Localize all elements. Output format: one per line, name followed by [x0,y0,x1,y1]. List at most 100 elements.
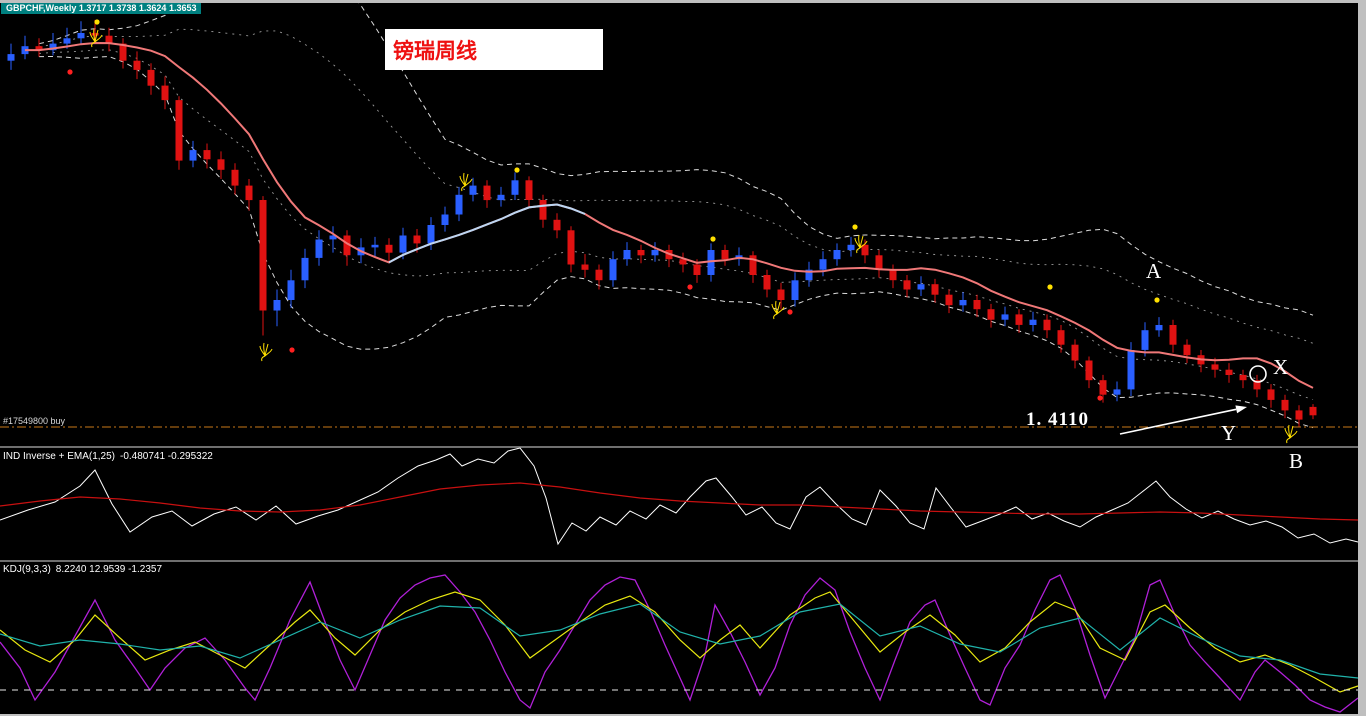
candle-body [1085,360,1093,381]
ma-line-up-segment [388,203,586,264]
hand-symbol-icon [771,300,785,320]
candle-body [7,54,15,61]
candle-body [469,185,477,195]
annotation-letter-y: Y [1221,421,1237,445]
note-box[interactable]: 镑瑞周线 [385,29,603,70]
candle-body [147,69,155,86]
candle-body [427,225,435,244]
candle-body [931,284,939,295]
candle-body [973,300,981,310]
window-edge-right[interactable] [1358,0,1366,716]
candle-body [91,33,99,36]
candle-body [287,280,295,300]
main-chart [0,0,1358,444]
candle-body [1169,325,1177,345]
candle-body [203,150,211,160]
signal-dot-yellow [852,224,858,230]
candle-body [1029,319,1037,325]
signal-dot-yellow [1047,284,1053,290]
candle-body [175,100,183,161]
candle-body [749,255,757,275]
candle-body [1183,344,1191,356]
candle-body [161,85,169,101]
candle-body [259,200,267,311]
candle-body [35,46,43,51]
candle-body [315,239,323,258]
candle-body [1043,319,1051,331]
hand-symbol-icon [1284,424,1298,444]
candle-body [679,259,687,265]
candle-body [1113,389,1121,395]
candle-body [119,43,127,61]
hand-symbol-icon [459,172,473,192]
candle-body [693,264,701,275]
bollinger-band [38,49,1314,401]
candle-body [539,200,547,220]
panel-separator[interactable] [0,446,1366,448]
window-edge-bottom [0,714,1366,716]
candle-body [1267,389,1275,400]
annotation-letter-a: A [1146,259,1162,283]
candle-body [917,284,925,290]
candle-body [1071,344,1079,361]
candle-body [581,264,589,270]
signal-dot-red [787,309,793,315]
candle-body [945,294,953,306]
candle-body [1225,369,1233,375]
annotation-letter-x: X [1273,355,1289,379]
candle-body [553,219,561,231]
bollinger-band [38,28,1314,344]
candle-body [1141,330,1149,350]
candle-body [231,169,239,186]
signal-dot-yellow [1154,297,1160,303]
chart-window-title: GBPCHF,Weekly 1.3717 1.3738 1.3624 1.365… [1,2,202,14]
candle-body [63,38,71,44]
bollinger-band [38,0,1314,316]
candle-body [595,269,603,281]
candle-body [133,60,141,70]
candle-body [1057,330,1065,345]
annotation-arrowhead [1235,405,1247,414]
candle-body [413,235,421,244]
price-level-label: 1. 4110 [1026,409,1089,430]
annotation-arrow [1119,408,1237,435]
indicator1-label: IND Inverse + EMA(1,25) -0.480741 -0.2953… [3,451,213,462]
candle-body [273,300,281,311]
candle-body [189,150,197,161]
signal-dot-red [289,347,295,353]
candle-body [497,194,505,201]
candle-body [889,269,897,281]
candle-body [105,35,113,44]
window-edge-top [0,0,1366,3]
candle-body [1015,314,1023,325]
chart-title-text: GBPCHF,Weekly 1.3717 1.3738 1.3624 1.365… [6,3,197,13]
signal-dot-yellow [710,236,716,242]
candle-body [651,250,659,256]
candle-body [77,33,85,39]
candle-body [637,250,645,256]
kdj-d-line [0,603,1359,679]
candle-body [623,250,631,260]
candle-body [525,180,533,200]
candle-body [1001,314,1009,320]
candle-body [511,180,519,195]
kdj-values: 8.2240 12.9539 -1.2357 [55,564,163,575]
signal-dot-red [67,69,73,75]
open-order-label[interactable]: #17549800 buy [3,416,66,426]
panel-separator[interactable] [0,560,1366,562]
signal-dot-yellow [514,167,520,173]
candle-body [1281,399,1289,411]
candle-body [903,280,911,290]
candle-body [959,300,967,306]
candle-body [1239,374,1247,381]
signal-dot-red [687,284,693,290]
candle-body [49,43,57,51]
candle-body [805,269,813,281]
candle-body [399,235,407,253]
ema-line [0,482,1359,521]
note-box-text: 镑瑞周线 [393,39,477,63]
hand-symbol-icon [89,28,103,48]
candle-body [763,275,771,290]
